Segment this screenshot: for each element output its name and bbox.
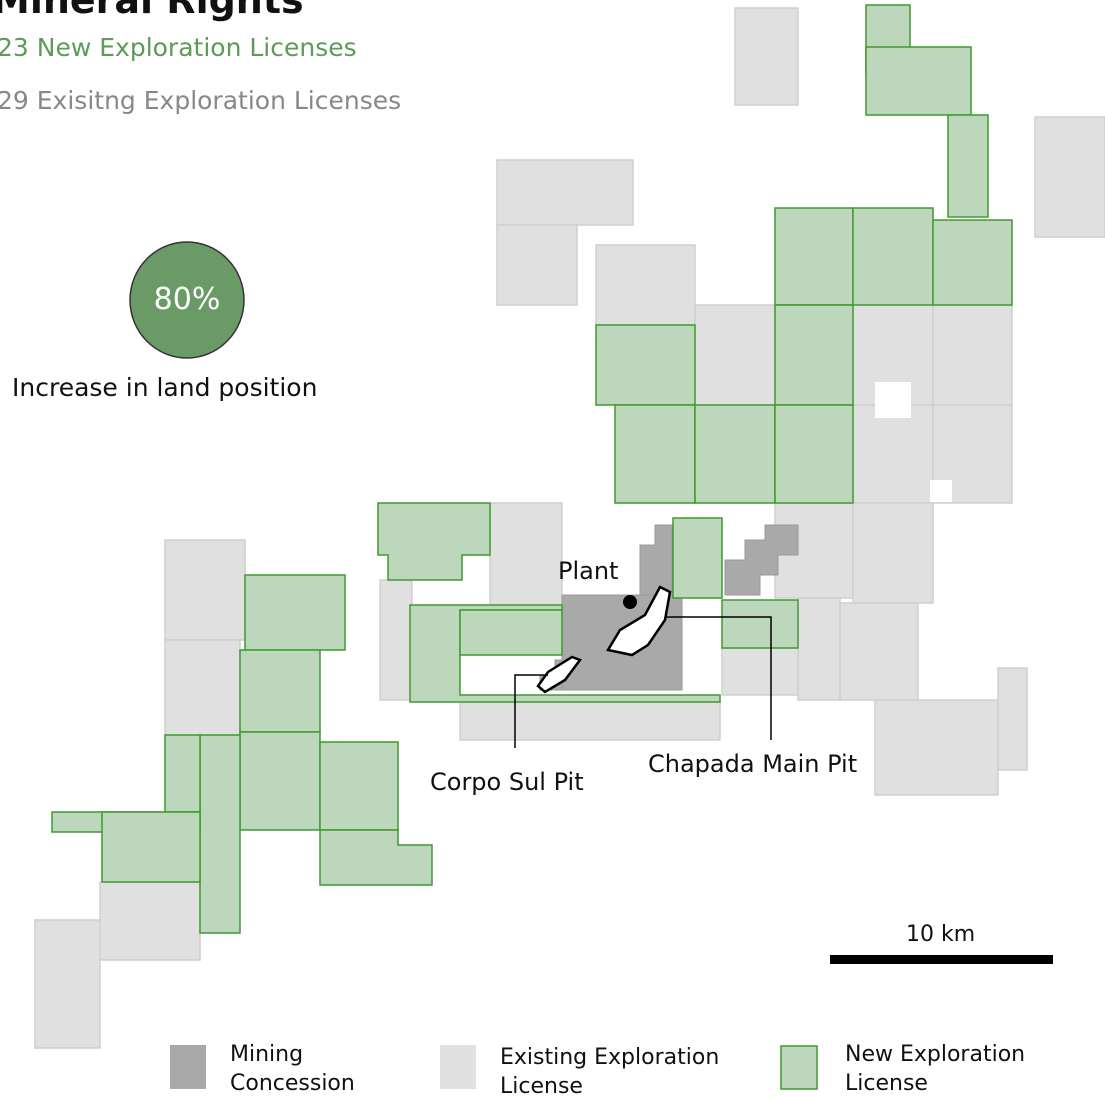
existing-licenses xyxy=(34,7,1105,1049)
legend-swatch xyxy=(440,1045,476,1089)
map-gap xyxy=(930,480,952,502)
legend-label: Existing Exploration License xyxy=(500,1045,720,1097)
plant-label: Plant xyxy=(558,557,619,585)
pits xyxy=(536,585,672,694)
mining-concession xyxy=(539,524,799,691)
stat-value: 80% xyxy=(153,282,221,317)
chapada-label: Chapada Main Pit xyxy=(648,750,858,778)
new-count: 23 New Exploration Licenses xyxy=(0,33,357,62)
legend-label: New Exploration License xyxy=(845,1042,1026,1096)
leader-lines xyxy=(514,616,772,748)
map-gap xyxy=(875,382,911,418)
legend-swatch xyxy=(170,1045,206,1089)
scale-bar xyxy=(830,955,1053,964)
title: Mineral Rights xyxy=(0,0,304,22)
scale-label: 10 km xyxy=(906,922,976,947)
plant-marker xyxy=(623,595,637,609)
corpo-sul-label: Corpo Sul Pit xyxy=(430,768,584,796)
stat-caption: Increase in land position xyxy=(12,373,318,402)
stat-circle xyxy=(129,241,245,359)
legend-swatch xyxy=(780,1045,818,1090)
legend-label: Mining Concession xyxy=(230,1042,355,1096)
existing-count: 29 Exisitng Exploration Licenses xyxy=(0,86,402,115)
new-licenses xyxy=(51,4,1013,934)
